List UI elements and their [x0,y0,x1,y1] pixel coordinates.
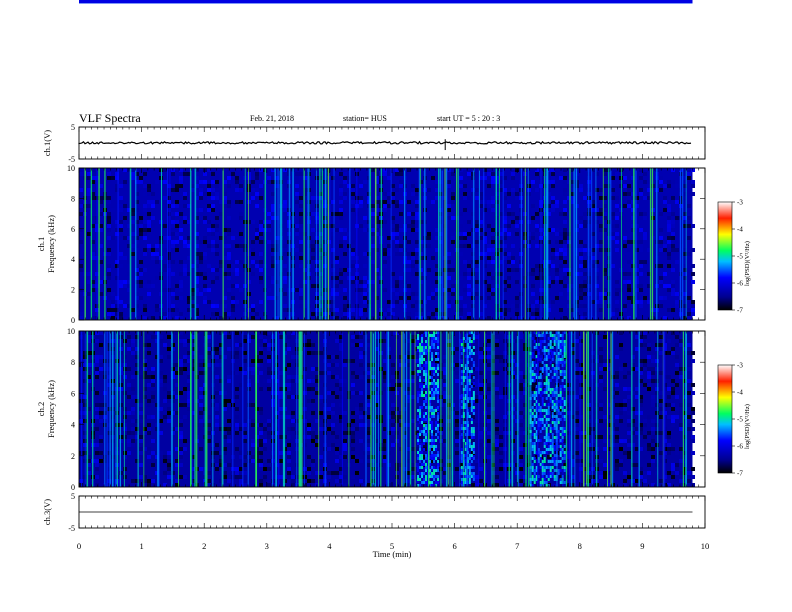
date-label: Feb. 21, 2018 [250,114,294,123]
x-tick-label: 4 [327,541,332,551]
labels-layer: -3 -4 -5 -6 -7 log(PSD)(V²/Hz) -3 -4 -5 -6 -7 log(P… [36,123,751,559]
x-tick-label: 10 [701,541,710,551]
waveform-layer [78,139,693,513]
spectrogram-layer [79,0,695,487]
y-tick-label: -5 [68,524,75,533]
colorbar-label: log(PSD)(V²/Hz) [744,404,751,449]
y-tick-label: 0 [71,316,75,325]
y-tick-label: 6 [71,225,75,234]
x-tick-label: 7 [515,541,519,551]
y-tick-label: 2 [71,286,75,295]
figure-title: VLF Spectra [79,111,141,125]
y-axis-label: Frequency (kHz) [46,215,56,273]
y-axis-label: ch.1 [36,237,46,251]
colorbar-tick-label: -4 [737,389,743,397]
x-axis-label: Time (min) [373,549,412,559]
y-tick-label: 5 [71,123,75,132]
ch1-trace [78,140,692,145]
colorbar-tick-label: -6 [737,443,743,451]
x-tick-label: 1 [139,541,143,551]
y-axis-label: ch.3(V) [42,499,52,525]
x-tick-label: 9 [640,541,644,551]
colorbar-tick-label: -7 [737,470,743,478]
y-tick-label: 8 [71,194,75,203]
y-axis-label: ch.2 [36,402,46,416]
axes-layer [78,126,735,529]
colorbar [717,201,733,311]
colorbar [717,364,733,474]
x-tick-label: 5 [390,541,394,551]
start-time-label: start UT = 5 : 20 : 3 [437,114,501,123]
x-tick-label: 0 [77,541,81,551]
y-axis-label: ch.1(V) [42,130,52,156]
colorbar-tick-label: -3 [737,362,743,370]
x-tick-label: 3 [265,541,269,551]
y-tick-label: 8 [71,358,75,367]
emission-burst [417,331,440,487]
y-tick-label: 10 [67,164,75,173]
colorbar-tick-label: -3 [737,199,743,207]
y-tick-label: 10 [67,327,75,336]
colorbar-tick-label: -7 [737,307,743,315]
x-tick-label: 2 [202,541,206,551]
y-tick-label: 6 [71,389,75,398]
station-label: station= HUS [343,114,387,123]
x-tick-label: 8 [578,541,582,551]
y-tick-label: 0 [71,483,75,492]
sferic-lines [84,168,687,320]
y-tick-label: 4 [71,421,75,430]
y-tick-label: -5 [68,155,75,164]
y-axis-label: Frequency (kHz) [46,380,56,438]
frequency-band [79,0,693,4]
colorbar-tick-label: -4 [737,226,743,234]
y-tick-label: 2 [71,452,75,461]
colorbar-tick-label: -6 [737,280,743,288]
colorbar-tick-label: -5 [737,253,743,261]
y-tick-label: 4 [71,255,75,264]
y-tick-label: 5 [71,492,75,501]
sferic-lines [80,331,688,487]
x-tick-label: 6 [452,541,456,551]
colorbar-tick-label: -5 [737,416,743,424]
colorbar-label: log(PSD)(V²/Hz) [744,241,751,286]
